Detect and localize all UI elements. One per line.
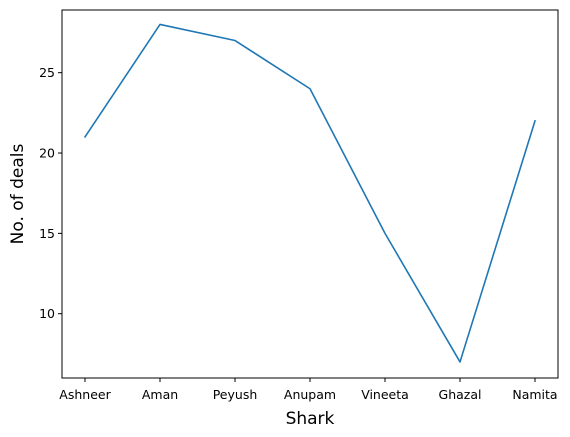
x-tick-label-peyush: Peyush xyxy=(213,387,258,402)
series-layer xyxy=(83,23,537,363)
x-tick-label-vineeta: Vineeta xyxy=(361,387,409,402)
x-tick-label-anupam: Anupam xyxy=(284,387,336,402)
ticks-layer: 10 15 20 25 Ashneer Aman Peyush Anupam Vineeta Gh… xyxy=(39,65,558,402)
x-tick-label-namita: Namita xyxy=(512,387,557,402)
y-axis-title: No. of deals xyxy=(8,144,28,245)
x-tick-label-aman: Aman xyxy=(142,387,178,402)
series-line-0 xyxy=(83,23,537,363)
y-tick-label: 10 xyxy=(39,306,55,321)
x-tick-label-ashneer: Ashneer xyxy=(59,387,111,402)
y-tick-label: 25 xyxy=(39,65,55,80)
plot-frame xyxy=(61,9,559,379)
x-tick-label-ghazal: Ghazal xyxy=(439,387,482,402)
y-tick-label: 15 xyxy=(39,226,55,241)
x-axis-title: Shark xyxy=(286,409,335,429)
y-tick-label: 20 xyxy=(39,146,55,161)
